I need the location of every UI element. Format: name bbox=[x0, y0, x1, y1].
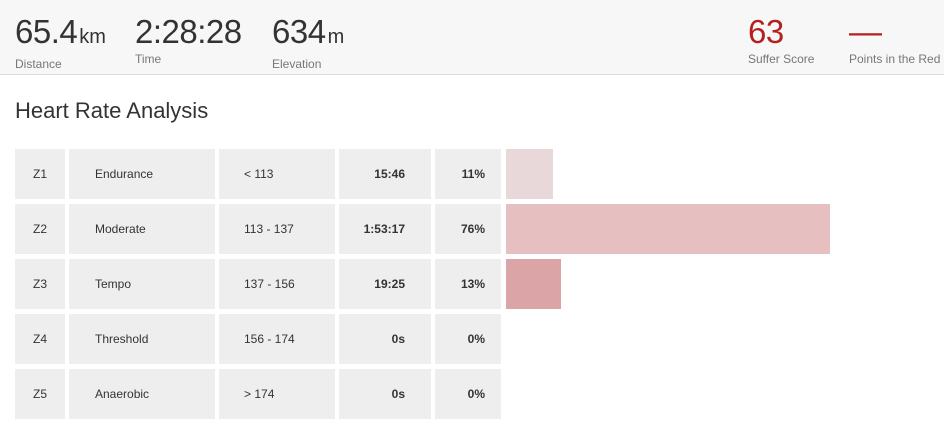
zone-id: Z2 bbox=[15, 204, 65, 254]
zone-range: 113 - 137 bbox=[219, 204, 335, 254]
zone-percent: 0% bbox=[435, 314, 501, 364]
suffer-score-label: Suffer Score bbox=[748, 52, 815, 66]
points-in-red-label: Points in the Red bbox=[849, 52, 941, 66]
distance-label: Distance bbox=[15, 57, 62, 71]
zone-percent: 13% bbox=[435, 259, 501, 309]
distance-unit: km bbox=[79, 26, 106, 48]
time-value: 2:28:28 bbox=[135, 13, 242, 50]
zone-range: > 174 bbox=[219, 369, 335, 419]
stat-time: 2:28:28 Time bbox=[135, 12, 242, 66]
stat-elevation: 634 m Elevation bbox=[272, 12, 344, 71]
stat-suffer-score[interactable]: 63 Suffer Score bbox=[748, 12, 814, 66]
zone-name: Moderate bbox=[69, 204, 215, 254]
elevation-unit: m bbox=[327, 26, 345, 48]
zone-time: 19:25 bbox=[339, 259, 431, 309]
zone-percent: 11% bbox=[435, 149, 501, 199]
elevation-label: Elevation bbox=[272, 57, 322, 71]
stat-points-in-red[interactable]: — Points in the Red bbox=[849, 12, 940, 66]
stat-distance: 65.4 km Distance bbox=[15, 12, 106, 71]
zone-bar bbox=[506, 259, 561, 309]
zone-range: 137 - 156 bbox=[219, 259, 335, 309]
zone-time: 15:46 bbox=[339, 149, 431, 199]
zone-range: 156 - 174 bbox=[219, 314, 335, 364]
zone-name: Endurance bbox=[69, 149, 215, 199]
zone-id: Z5 bbox=[15, 369, 65, 419]
zone-name: Threshold bbox=[69, 314, 215, 364]
zone-bar bbox=[506, 149, 553, 199]
distance-value: 65.4 bbox=[15, 13, 78, 50]
time-label: Time bbox=[135, 52, 162, 66]
zone-percent: 76% bbox=[435, 204, 501, 254]
zone-time: 1:53:17 bbox=[339, 204, 431, 254]
zone-time: 0s bbox=[339, 369, 431, 419]
zone-name: Tempo bbox=[69, 259, 215, 309]
zone-id: Z1 bbox=[15, 149, 65, 199]
elevation-value: 634 bbox=[272, 13, 326, 50]
ride-stats-bar: 65.4 km Distance 2:28:28 Time 634 m Elevat… bbox=[0, 0, 944, 75]
zone-time: 0s bbox=[339, 314, 431, 364]
points-in-red-value: — bbox=[849, 13, 882, 50]
zone-bar bbox=[506, 204, 830, 254]
zone-name: Anaerobic bbox=[69, 369, 215, 419]
zone-id: Z4 bbox=[15, 314, 65, 364]
suffer-score-value: 63 bbox=[748, 13, 784, 50]
zone-range: < 113 bbox=[219, 149, 335, 199]
zone-id: Z3 bbox=[15, 259, 65, 309]
section-title: Heart Rate Analysis bbox=[15, 98, 209, 123]
zone-percent: 0% bbox=[435, 369, 501, 419]
